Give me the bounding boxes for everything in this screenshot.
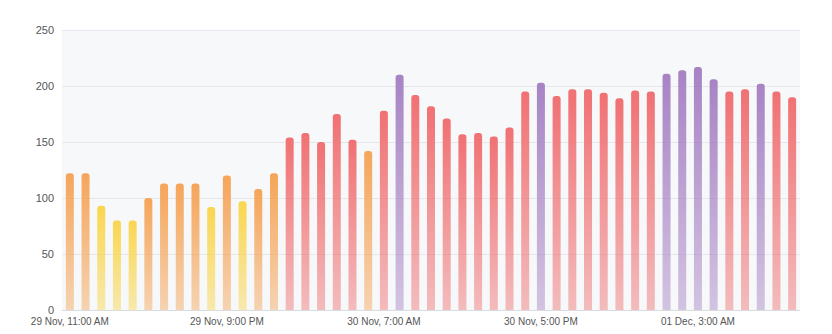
- svg-text:200: 200: [36, 80, 54, 92]
- svg-text:29 Nov, 11:00 AM: 29 Nov, 11:00 AM: [31, 316, 109, 327]
- svg-text:01 Dec, 3:00 AM: 01 Dec, 3:00 AM: [661, 316, 735, 327]
- svg-text:50: 50: [42, 248, 54, 260]
- svg-text:30 Nov, 5:00 PM: 30 Nov, 5:00 PM: [504, 316, 578, 327]
- svg-text:29 Nov, 9:00 PM: 29 Nov, 9:00 PM: [190, 316, 264, 327]
- svg-text:30 Nov, 7:00 AM: 30 Nov, 7:00 AM: [347, 316, 420, 327]
- svg-text:100: 100: [36, 192, 54, 204]
- svg-text:250: 250: [36, 24, 54, 36]
- svg-text:150: 150: [36, 136, 54, 148]
- svg-text:0: 0: [48, 304, 54, 316]
